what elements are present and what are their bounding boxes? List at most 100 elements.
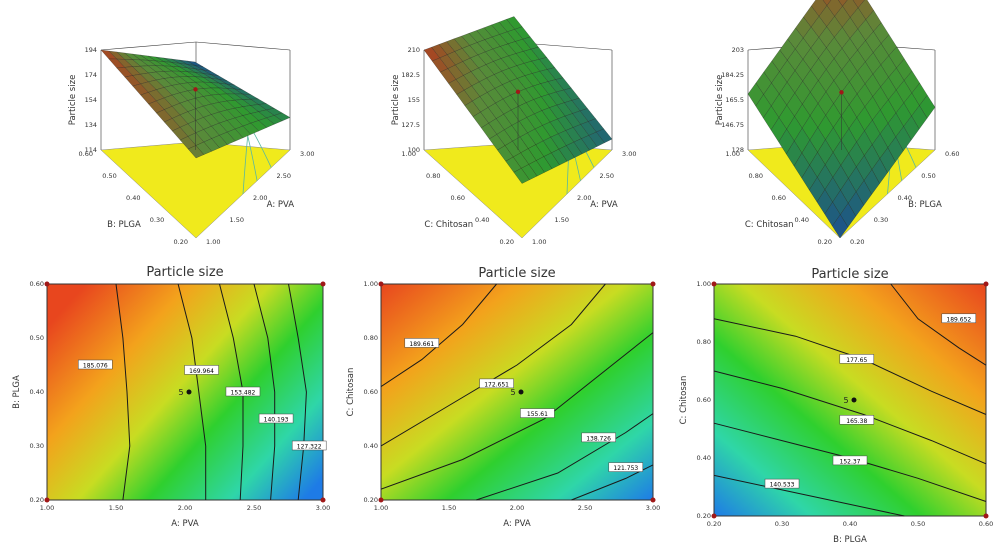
corner-marker (983, 281, 989, 287)
z-axis-label: Particle size (68, 75, 78, 126)
z-axis-label: Particle size (715, 75, 725, 126)
contour-line (571, 464, 654, 501)
contour-label-box (608, 462, 644, 472)
x-tick-label: 2.50 (600, 172, 614, 180)
z-tick-label: 155 (408, 96, 420, 104)
surface-plot-1: 194 174 154 134 114 Particle size 1.00 1.50 2.00… (68, 41, 314, 246)
corner-marker (650, 281, 656, 287)
chart-title: Particle size (146, 265, 223, 280)
z-axis-label: Particle size (391, 75, 401, 126)
x-axis-label: B: PLGA (833, 535, 867, 545)
x-axis-label: A: PVA (267, 200, 295, 210)
y-tick-label: 1.00 (726, 150, 740, 158)
y-tick-label: 0.60 (30, 280, 44, 288)
y-tick-label: 0.60 (364, 388, 378, 396)
x-tick-label: 2.00 (178, 504, 192, 512)
contour-label-box (520, 408, 555, 418)
contour-label: 138.726 (586, 435, 611, 442)
contour-line (713, 474, 905, 517)
contour-label-box (258, 413, 294, 424)
contour-plot-3: 189.652 177.65 165.38 152.37 140.533 5 0.20 0.3… (679, 267, 993, 545)
corner-marker (320, 281, 326, 287)
y-tick-label: 0.40 (126, 194, 140, 202)
contour-line (253, 283, 276, 501)
x-tick-label: 0.60 (979, 520, 993, 528)
x-axis-label: B: PLGA (908, 200, 942, 210)
y-axis-label: B: PLGA (107, 220, 141, 230)
x-tick-label: 1.00 (374, 504, 388, 512)
y-tick-label: 0.80 (364, 334, 378, 342)
z-tick-label: 114 (85, 146, 97, 154)
contour-line (380, 283, 606, 447)
x-tick-label: 2.50 (578, 504, 592, 512)
x-tick-label: 0.20 (850, 238, 864, 246)
y-axis-label: C: Chitosan (745, 220, 794, 230)
x-tick-label: 0.60 (945, 150, 959, 158)
x-tick-label: 0.20 (707, 520, 721, 528)
contour-label: 165.38 (846, 418, 867, 425)
design-point (193, 87, 198, 92)
contour-label-box (78, 359, 113, 370)
contour-plot-2: 189.661 172.651 155.61 138.726 121.753 5 1.00 1… (346, 266, 660, 529)
contour-label-box (839, 354, 875, 364)
x-tick-label: 0.40 (898, 194, 912, 202)
contour-label: 140.533 (770, 482, 795, 489)
y-tick-label: 0.40 (475, 216, 489, 224)
contour-background (713, 283, 987, 517)
x-tick-label: 1.50 (442, 504, 456, 512)
design-point (186, 389, 192, 395)
box-edge (100, 41, 197, 51)
y-tick-label: 0.30 (150, 216, 164, 224)
y-axis-label: B: PLGA (12, 375, 22, 409)
x-tick-label: 2.50 (247, 504, 261, 512)
x-axis-label: A: PVA (503, 519, 531, 529)
z-tick-label: 127.5 (401, 121, 420, 129)
corner-marker (650, 497, 656, 503)
y-tick-label: 0.20 (697, 512, 711, 520)
y-tick-label: 1.00 (697, 280, 711, 288)
design-point (515, 89, 521, 95)
contour-label: 172.651 (484, 381, 509, 388)
z-tick-label: 174 (85, 71, 97, 79)
surface-plot-3: 203 184.25 165.5 146.75 128 Particle size 0.20… (715, 0, 959, 246)
z-tick-label: 203 (732, 46, 744, 54)
contour-label-box (291, 440, 327, 451)
contour-label-box (839, 415, 875, 425)
x-tick-label: 2.00 (577, 194, 591, 202)
z-tick-label: 194 (85, 46, 97, 54)
surface-patch (832, 214, 849, 239)
contour-label: 127.322 (297, 444, 322, 451)
z-tick-label: 100 (408, 146, 420, 154)
contour-label: 121.753 (613, 465, 638, 472)
contour-label-box (832, 455, 868, 466)
y-tick-label: 0.50 (30, 334, 44, 342)
z-tick-label: 128 (732, 146, 744, 154)
y-tick-label: 0.80 (749, 172, 763, 180)
contour-background (46, 283, 324, 501)
corner-marker (44, 281, 50, 287)
contour-label: 153.482 (231, 390, 256, 397)
z-tick-label: 182.5 (401, 71, 420, 79)
y-tick-label: 0.40 (697, 454, 711, 462)
x-tick-label: 0.50 (911, 520, 925, 528)
contour-label: 177.65 (846, 357, 867, 364)
x-tick-label: 0.40 (843, 520, 857, 528)
z-tick-label: 146.75 (721, 121, 744, 129)
x-tick-label: 2.00 (510, 504, 524, 512)
x-tick-label: 0.30 (775, 520, 789, 528)
corner-marker (320, 497, 326, 503)
y-tick-label: 0.80 (697, 338, 711, 346)
y-tick-label: 0.60 (451, 194, 465, 202)
contour-line (476, 413, 654, 501)
x-tick-label: 1.00 (206, 238, 220, 246)
design-point (518, 389, 524, 395)
y-axis-label: C: Chitosan (346, 368, 356, 417)
design-point-label: 5 (510, 388, 515, 397)
y-tick-label: 0.20 (818, 238, 832, 246)
y-axis-label: C: Chitosan (679, 376, 689, 425)
design-point (839, 90, 844, 95)
contour-label: 189.652 (946, 316, 971, 323)
surface-patch (822, 0, 832, 6)
y-tick-label: 1.00 (364, 280, 378, 288)
x-tick-label: 3.00 (316, 504, 330, 512)
